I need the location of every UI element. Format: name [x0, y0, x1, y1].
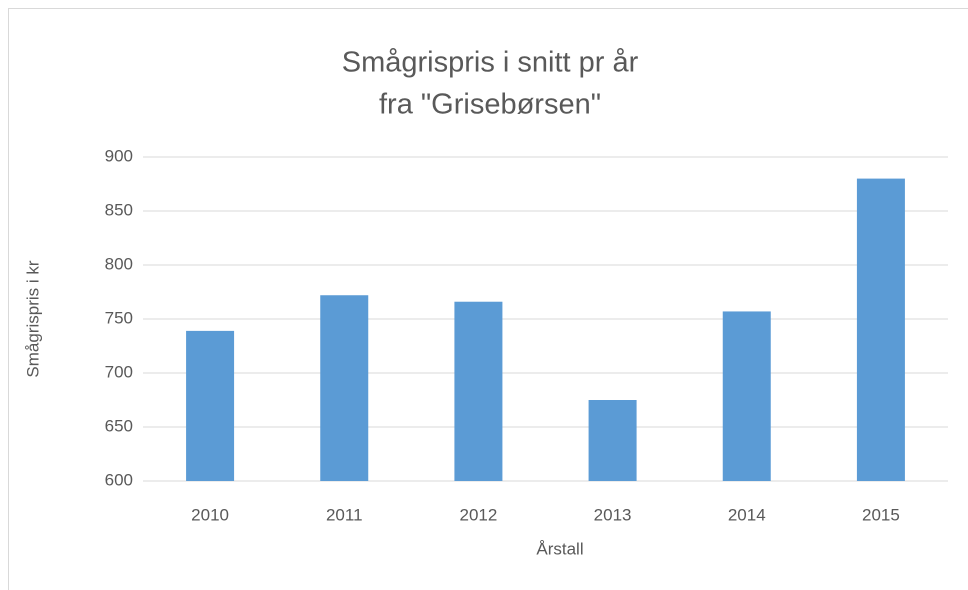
x-tick-label: 2012 — [460, 505, 498, 524]
bar — [722, 311, 771, 481]
bar — [588, 400, 637, 481]
y-tick-label: 800 — [105, 254, 133, 273]
y-tick-label: 750 — [105, 308, 133, 327]
y-tick-label: 650 — [105, 416, 133, 435]
y-axis-label: Smågrispris i kr — [23, 260, 42, 377]
chart-border — [8, 8, 968, 590]
bar — [454, 301, 503, 481]
x-tick-label: 2010 — [191, 505, 229, 524]
y-tick-label: 700 — [105, 362, 133, 381]
chart-title: fra "Grisebørsen" — [379, 89, 601, 121]
x-axis-label: Årstall — [536, 539, 583, 558]
x-tick-label: 2013 — [594, 505, 632, 524]
y-tick-label: 850 — [105, 200, 133, 219]
bar — [320, 295, 369, 481]
bar — [186, 330, 235, 481]
y-tick-label: 600 — [105, 470, 133, 489]
bar — [856, 178, 905, 481]
chart-title: Smågrispris i snitt pr år — [342, 47, 639, 79]
x-tick-label: 2011 — [326, 505, 363, 524]
y-tick-label: 900 — [105, 146, 133, 165]
x-tick-label: 2014 — [728, 505, 766, 524]
x-tick-label: 2015 — [862, 505, 900, 524]
